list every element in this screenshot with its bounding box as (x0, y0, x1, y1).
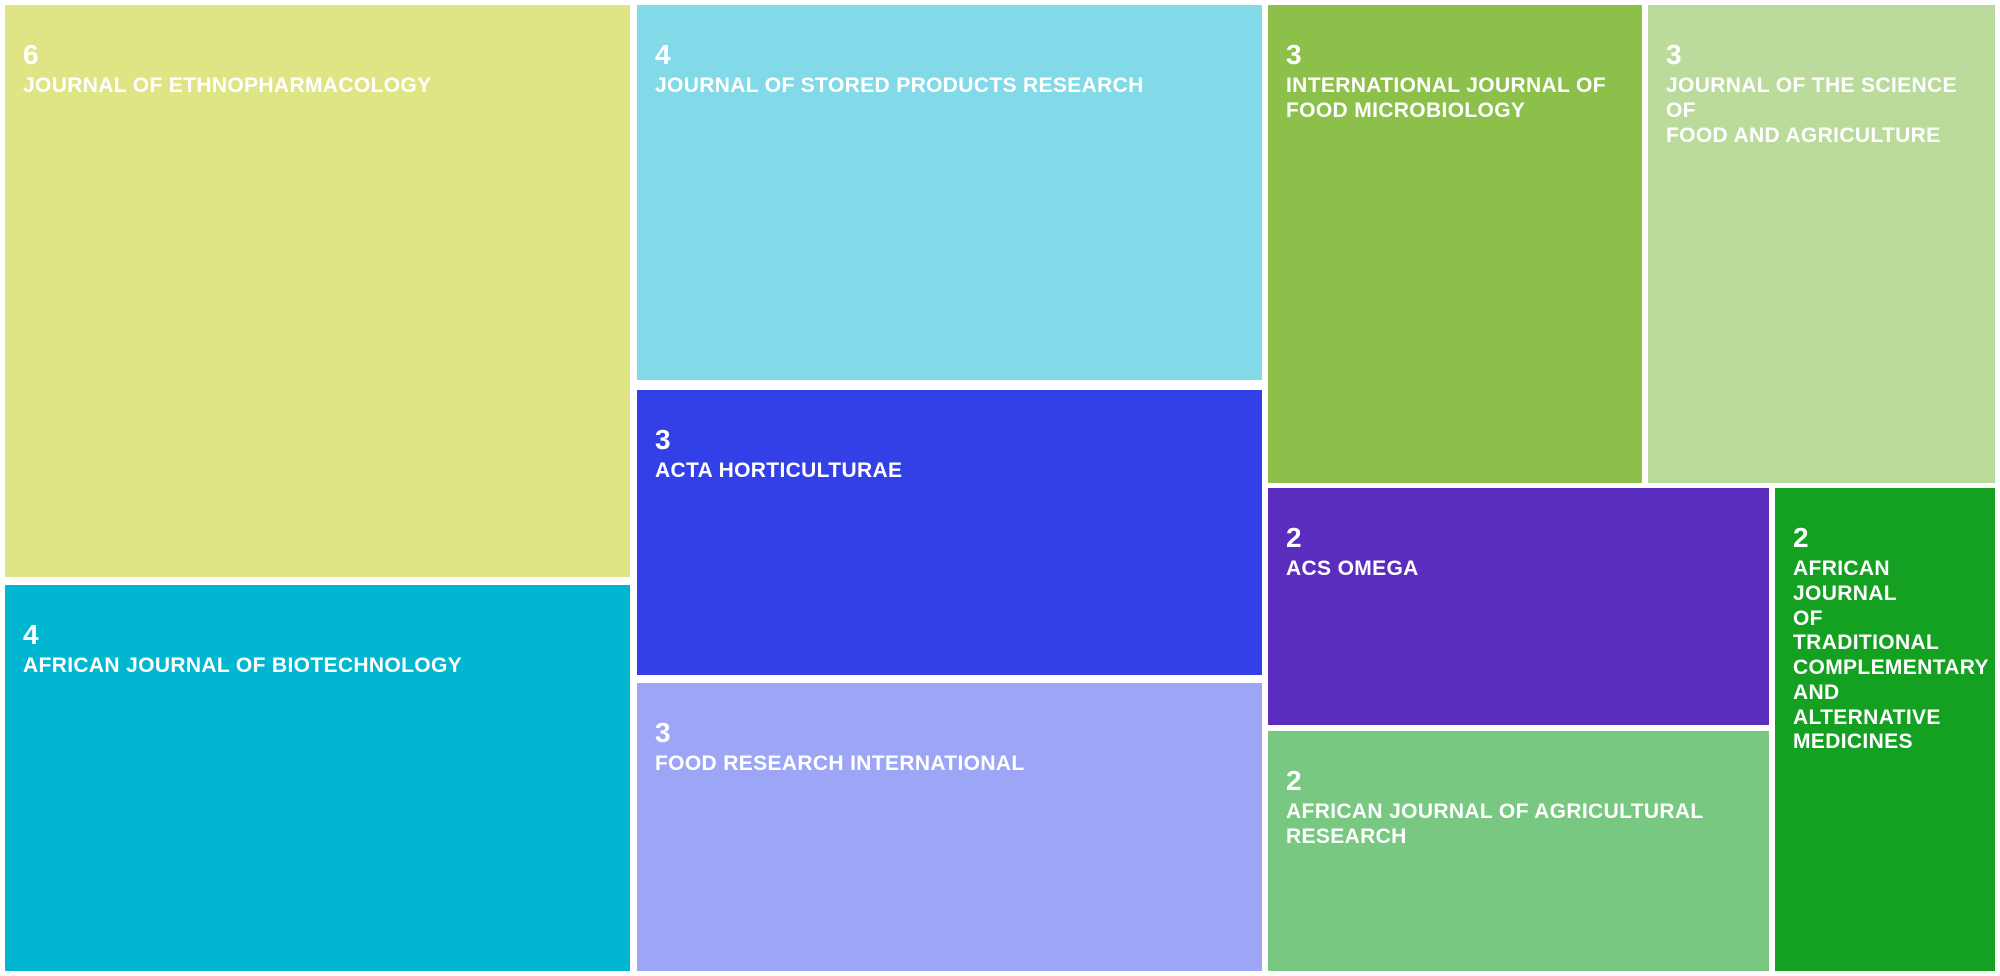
tile-value: 4 (655, 39, 671, 70)
tile-value: 3 (1286, 39, 1302, 70)
tile-value: 3 (1666, 39, 1682, 70)
tile-acta-horticulturae[interactable]: 3 ACTA HORTICULTURAE (637, 390, 1262, 675)
tile-label: FOOD RESEARCH INTERNATIONAL (655, 752, 1025, 775)
tile-journal-of-ethnopharmacology[interactable]: 6 JOURNAL OF ETHNOPHARMACOLOGY (5, 5, 630, 577)
tile-food-research-international[interactable]: 3 FOOD RESEARCH INTERNATIONAL (637, 683, 1262, 971)
tile-african-journal-of-traditional-complementary-and-alternative-medicines[interactable]: 2 AFRICAN JOURNAL OF TRADITIONAL COMPLEM… (1775, 488, 1995, 971)
tile-african-journal-of-agricultural-research[interactable]: 2 AFRICAN JOURNAL OF AGRICULTURAL RESEAR… (1268, 731, 1769, 971)
tile-label: JOURNAL OF THE SCIENCE OF FOOD AND AGRIC… (1666, 74, 1957, 147)
tile-value: 2 (1286, 522, 1302, 553)
tile-african-journal-of-biotechnology[interactable]: 4 AFRICAN JOURNAL OF BIOTECHNOLOGY (5, 585, 630, 971)
tile-value: 2 (1286, 765, 1302, 796)
tile-acs-omega[interactable]: 2 ACS OMEGA (1268, 488, 1769, 725)
tile-label: ACTA HORTICULTURAE (655, 459, 903, 482)
tile-international-journal-of-food-microbiology[interactable]: 3 INTERNATIONAL JOURNAL OF FOOD MICROBIO… (1268, 5, 1642, 483)
tile-value: 4 (23, 619, 39, 650)
tile-label: AFRICAN JOURNAL OF TRADITIONAL COMPLEMEN… (1793, 557, 1989, 754)
tile-value: 2 (1793, 522, 1809, 553)
tile-label: ACS OMEGA (1286, 557, 1419, 580)
tile-label: JOURNAL OF STORED PRODUCTS RESEARCH (655, 74, 1144, 97)
tile-journal-of-the-science-of-food-and-agriculture[interactable]: 3 JOURNAL OF THE SCIENCE OF FOOD AND AGR… (1648, 5, 1995, 483)
tile-label: INTERNATIONAL JOURNAL OF FOOD MICROBIOLO… (1286, 74, 1606, 122)
tile-value: 6 (23, 39, 39, 70)
tile-label: AFRICAN JOURNAL OF BIOTECHNOLOGY (23, 654, 462, 677)
tile-journal-of-stored-products-research[interactable]: 4 JOURNAL OF STORED PRODUCTS RESEARCH (637, 5, 1262, 380)
tile-value: 3 (655, 424, 671, 455)
tile-value: 3 (655, 717, 671, 748)
tile-label: JOURNAL OF ETHNOPHARMACOLOGY (23, 74, 432, 97)
tile-label: AFRICAN JOURNAL OF AGRICULTURAL RESEARCH (1286, 800, 1704, 848)
